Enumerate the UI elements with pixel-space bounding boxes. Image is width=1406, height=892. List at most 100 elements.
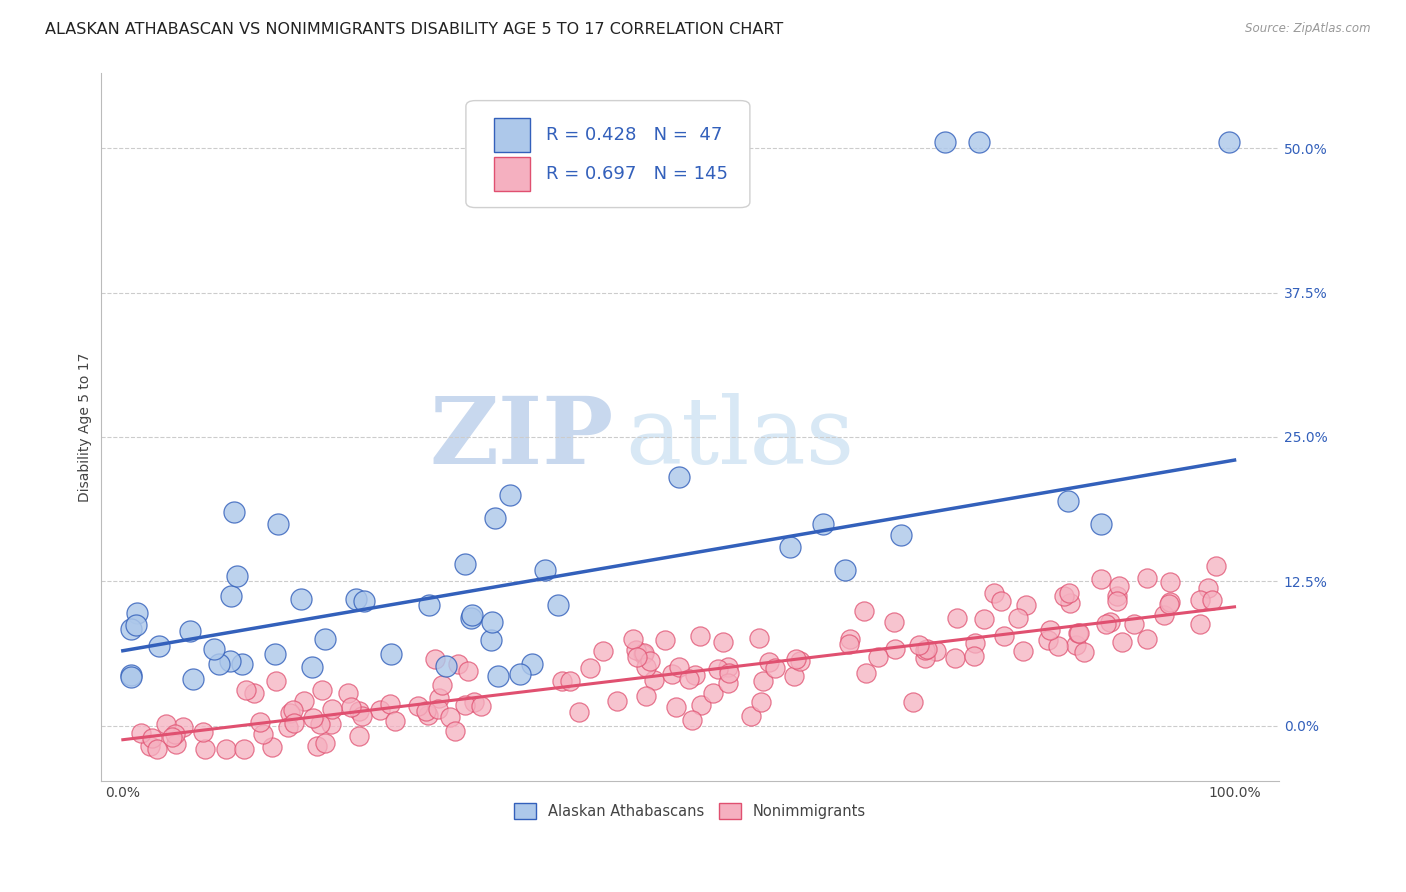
Point (1107, 590, 1129, 604)
Point (1197, 581, 1219, 595)
Point (1066, 638, 1088, 652)
Point (551, 674, 574, 689)
Point (267, 516, 290, 531)
Point (454, 557, 477, 571)
Point (1123, 616, 1146, 631)
Point (418, 708, 440, 723)
Point (763, 660, 786, 674)
Point (443, 723, 465, 738)
Point (222, 505, 245, 519)
Text: R = 0.428   N =  47: R = 0.428 N = 47 (546, 126, 723, 144)
Point (1159, 575, 1181, 590)
Point (1007, 611, 1029, 625)
Point (183, 672, 205, 686)
Point (1105, 593, 1128, 607)
Point (681, 713, 703, 727)
Point (160, 731, 183, 745)
Point (717, 676, 740, 690)
Point (558, 674, 581, 689)
Point (946, 611, 969, 625)
Point (903, 695, 925, 709)
FancyBboxPatch shape (494, 118, 530, 152)
Point (349, 704, 371, 718)
Point (624, 643, 647, 657)
Point (380, 647, 402, 661)
Point (1039, 623, 1062, 637)
Point (1098, 615, 1121, 629)
Point (1056, 493, 1078, 508)
Point (262, 739, 284, 754)
Point (914, 642, 936, 657)
Point (208, 657, 231, 672)
Point (235, 683, 257, 698)
Point (484, 511, 506, 525)
Point (534, 563, 557, 577)
Point (1090, 572, 1112, 586)
Point (281, 703, 304, 717)
Point (838, 632, 860, 646)
Point (983, 585, 1005, 599)
Point (447, 657, 470, 672)
Point (146, 742, 169, 756)
Point (179, 624, 201, 639)
Text: ALASKAN ATHABASCAN VS NONIMMIGRANTS DISABILITY AGE 5 TO 17 CORRELATION CHART: ALASKAN ATHABASCAN VS NONIMMIGRANTS DISA… (45, 22, 783, 37)
Point (702, 685, 724, 699)
Point (434, 658, 457, 673)
Point (215, 742, 238, 756)
Point (290, 591, 312, 606)
Point (384, 714, 406, 728)
Point (231, 657, 253, 671)
Point (883, 615, 905, 630)
Point (353, 594, 375, 608)
Point (129, 725, 152, 739)
Point (711, 635, 734, 649)
Point (855, 665, 877, 680)
Text: atlas: atlas (626, 392, 855, 483)
Point (470, 698, 492, 713)
Point (172, 720, 194, 734)
Point (460, 608, 482, 623)
Point (264, 673, 287, 688)
Point (654, 633, 676, 648)
Point (1153, 607, 1175, 622)
Point (520, 657, 543, 671)
Point (1136, 571, 1159, 585)
Point (202, 642, 225, 657)
Point (509, 666, 531, 681)
Point (1108, 579, 1130, 593)
Point (943, 650, 966, 665)
Point (1067, 625, 1090, 640)
Point (621, 632, 644, 646)
Point (194, 742, 217, 756)
Point (907, 638, 929, 652)
Point (758, 655, 780, 669)
Point (1090, 516, 1112, 531)
Point (1157, 597, 1180, 611)
Point (1059, 596, 1081, 610)
Point (249, 714, 271, 729)
Point (141, 731, 163, 745)
Point (191, 724, 214, 739)
Point (633, 646, 655, 660)
Point (925, 644, 948, 658)
Point (457, 665, 479, 679)
Text: R = 0.697   N = 145: R = 0.697 N = 145 (546, 164, 728, 183)
Point (252, 726, 274, 740)
Point (301, 711, 323, 725)
Point (783, 669, 806, 683)
Point (973, 612, 995, 626)
Point (1069, 626, 1091, 640)
Point (707, 662, 730, 676)
Point (592, 644, 614, 658)
Point (1038, 632, 1060, 647)
Point (148, 639, 170, 653)
Point (1057, 586, 1080, 600)
Point (479, 633, 502, 648)
Point (380, 697, 402, 711)
Point (1053, 589, 1076, 603)
Text: ZIP: ZIP (429, 392, 613, 483)
Point (1189, 617, 1212, 632)
Point (301, 660, 323, 674)
Point (460, 611, 482, 625)
Point (486, 669, 509, 683)
